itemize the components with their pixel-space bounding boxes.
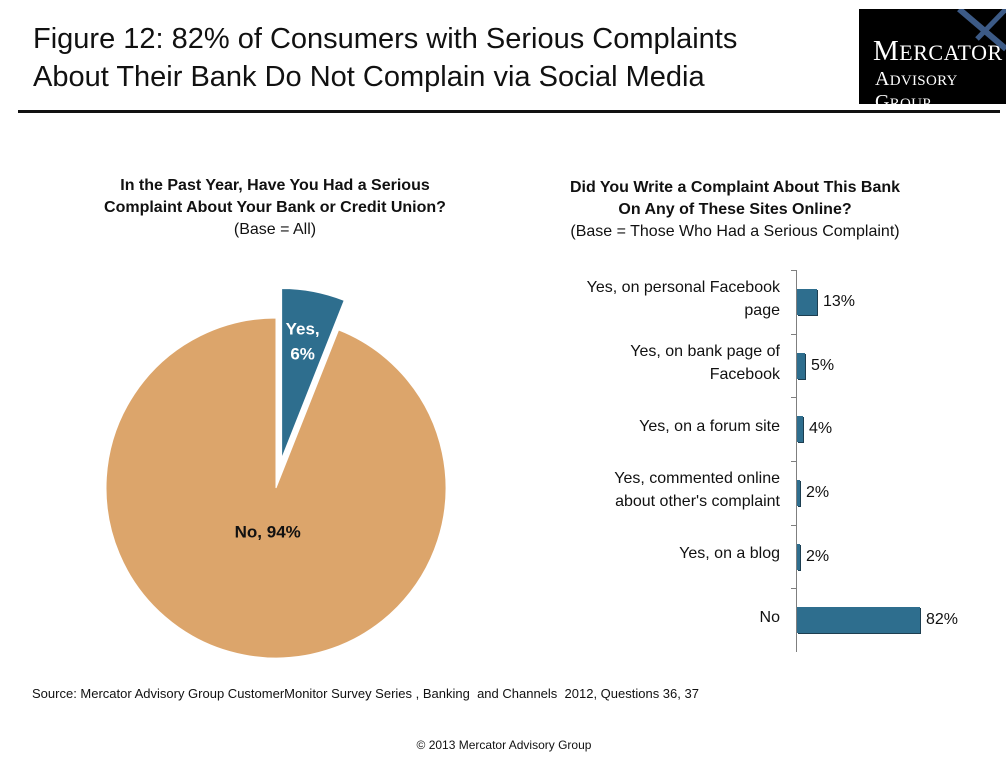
bar-data-label: 13% (823, 293, 856, 310)
bar-mark (797, 416, 803, 442)
logo-x-mark-icon (957, 9, 1006, 52)
bar-mark (797, 544, 800, 570)
bar-mark (797, 289, 817, 315)
bar-category-label: Yes, on bank page of Facebook (540, 340, 780, 386)
pie-slice-no (105, 317, 447, 659)
bar-category-label: Yes, on a forum site (540, 415, 780, 438)
logo-tagline: Advisory Group (875, 68, 958, 104)
title-divider (18, 110, 1000, 113)
bar-data-label: 2% (806, 548, 830, 565)
bar-chart-title-line2: On Any of These Sites Online? (618, 201, 852, 218)
bar-data-label: 82% (926, 611, 959, 628)
bar-data-label: 5% (811, 357, 835, 374)
bar-axis-tick (791, 525, 796, 526)
bar-chart-title: Did You Write a Complaint About This Ban… (530, 177, 940, 221)
pie-slice-yes (281, 288, 345, 459)
page-title-line2: About Their Bank Do Not Complain via Soc… (33, 61, 705, 93)
page-title-line1: Figure 12: 82% of Consumers with Serious… (33, 23, 738, 55)
bar-axis-tick (791, 397, 796, 398)
bar-category-label-line1: Yes, commented online (614, 470, 780, 487)
pie-data-label-yes-line2: 6% (290, 344, 315, 363)
bar-data-label: 4% (809, 420, 833, 437)
source-note: Source: Mercator Advisory Group Customer… (32, 686, 699, 701)
bar-category-label-line1: No (759, 609, 780, 626)
bar-category-label-line1: Yes, on personal Facebook (586, 279, 780, 296)
pie-data-label-no: No, 94% (235, 522, 301, 541)
bar-chart-axis (796, 270, 797, 652)
bar-chart-subtitle: (Base = Those Who Had a Serious Complain… (570, 223, 900, 240)
bar-category-label-line1: Yes, on a forum site (639, 418, 780, 435)
bar-category-label: Yes, commented online about other's compl… (540, 467, 780, 513)
bar-mark (797, 353, 805, 379)
bar-mark (797, 480, 800, 506)
bar-chart: Yes, on personal Facebook page 13% Yes, on … (540, 260, 1000, 660)
bar-mark (797, 607, 920, 633)
pie-chart-title-line2: Complaint About Your Bank or Credit Unio… (104, 199, 446, 216)
mercator-logo: Mercator Advisory Group (859, 9, 1006, 104)
bar-chart-title-line1: Did You Write a Complaint About This Ban… (569, 179, 901, 196)
bar-category-label-line2: Facebook (709, 366, 780, 383)
bar-category-label-line2: page (744, 302, 780, 319)
bar-category-label-line2: about other's complaint (615, 493, 780, 510)
bar-category-label-line1: Yes, on bank page of (630, 343, 780, 360)
page-title: Figure 12: 82% of Consumers with Serious… (33, 20, 833, 96)
pie-chart: Yes, 6% No, 94% (105, 288, 447, 659)
bar-axis-tick (791, 461, 796, 462)
pie-chart-title: In the Past Year, Have You Had a Serious… (80, 175, 470, 219)
bar-axis-tick (791, 588, 796, 589)
logo-wordmark: Mercator (873, 35, 1003, 67)
bar-axis-tick (791, 270, 796, 271)
bar-category-label: No (540, 606, 780, 629)
bar-category-label-line1: Yes, on a blog (679, 545, 780, 562)
copyright: © 2013 Mercator Advisory Group (416, 738, 592, 752)
bar-data-label: 2% (806, 484, 830, 501)
pie-chart-title-line1: In the Past Year, Have You Had a Serious (120, 177, 430, 194)
bar-axis-tick (791, 334, 796, 335)
bar-category-label: Yes, on a blog (540, 542, 780, 565)
bar-category-label: Yes, on personal Facebook page (540, 276, 780, 322)
pie-chart-subtitle: (Base = All) (233, 221, 317, 238)
pie-data-label-yes-line1: Yes, (286, 319, 320, 338)
